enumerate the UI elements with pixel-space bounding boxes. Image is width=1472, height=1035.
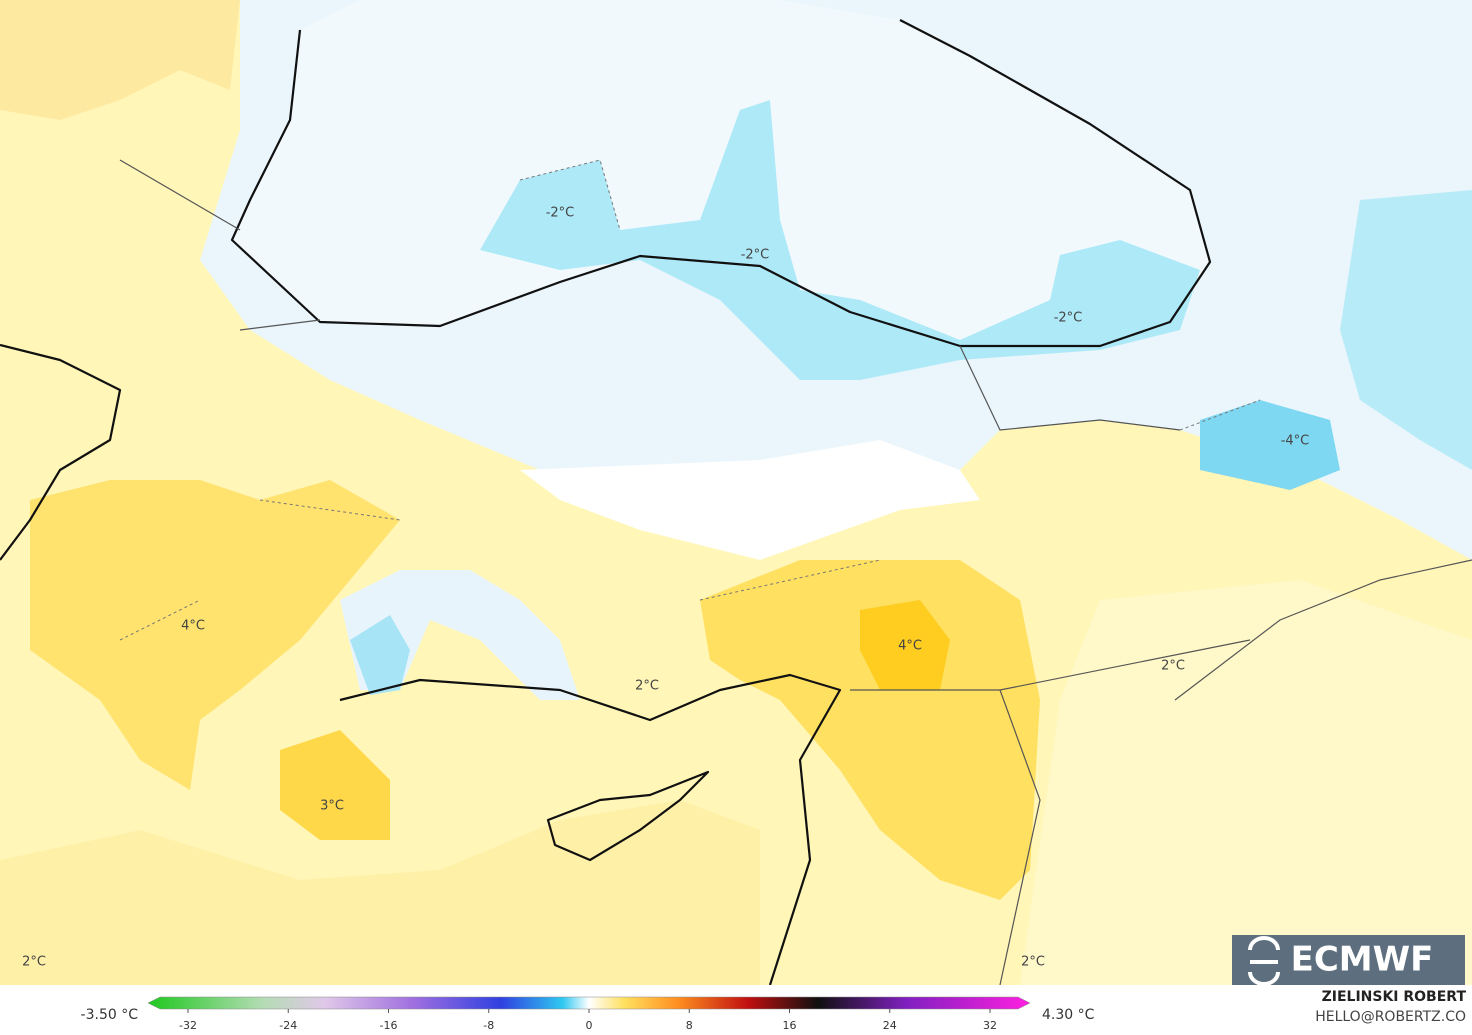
author: ZIELINSKI ROBERT [1322,989,1467,1005]
contour [119,159,1261,641]
contour-label: -2°C [546,206,575,221]
border [119,159,1472,985]
warm-area [700,560,1040,900]
colorbar-tick-label: 24 [883,1019,897,1032]
colorbar-tick-label: 0 [586,1019,593,1032]
colorbar-tick-label: -24 [279,1019,297,1032]
coastline [230,19,1212,348]
colorbar-tick-label: 8 [686,1019,693,1032]
cold-patch [1340,190,1472,470]
contour-label: -4°C [1281,434,1310,449]
colorbar-tick-label: 16 [783,1019,797,1032]
warm-area [860,600,950,690]
logo-icon [1248,936,1280,985]
contour-label: 4°C [898,639,922,654]
map-area: -2°C -2°C -2°C -4°C 4°C 4°C 2°C 2°C 3°C … [0,0,1472,985]
logo: ECMWF [1291,940,1434,980]
min-label: -3.50 °C [81,1007,139,1023]
cold-patch [480,100,1200,380]
colorbar-tick-label: -16 [380,1019,398,1032]
warm-area [280,730,390,840]
warm-area [0,800,760,985]
coastline [0,343,842,985]
warm-area [30,480,400,790]
cyprus [546,770,710,862]
warm-area [0,0,240,120]
max-label: 4.30 °C [1042,1007,1095,1023]
cold-patch [1200,400,1340,490]
colorbar-tick-label: -32 [179,1019,197,1032]
warm-area [1020,580,1472,985]
contour-label: 3°C [320,799,344,814]
contour-label: 4°C [181,619,205,634]
colorbar-tick-label: -8 [483,1019,494,1032]
contact: HELLO@ROBERTZ.CO [1315,1009,1466,1025]
contour-label: -2°C [741,248,770,263]
contour-label: 2°C [635,679,659,694]
contour-label: 2°C [1021,955,1045,970]
neutral-area [520,440,980,560]
contour-label: 2°C [22,955,46,970]
cold-patch [350,615,410,695]
colorbar [147,996,1031,1010]
contour-label: 2°C [1161,659,1185,674]
colorbar-tick-label: 32 [983,1019,997,1032]
contour-label: -2°C [1054,311,1083,326]
